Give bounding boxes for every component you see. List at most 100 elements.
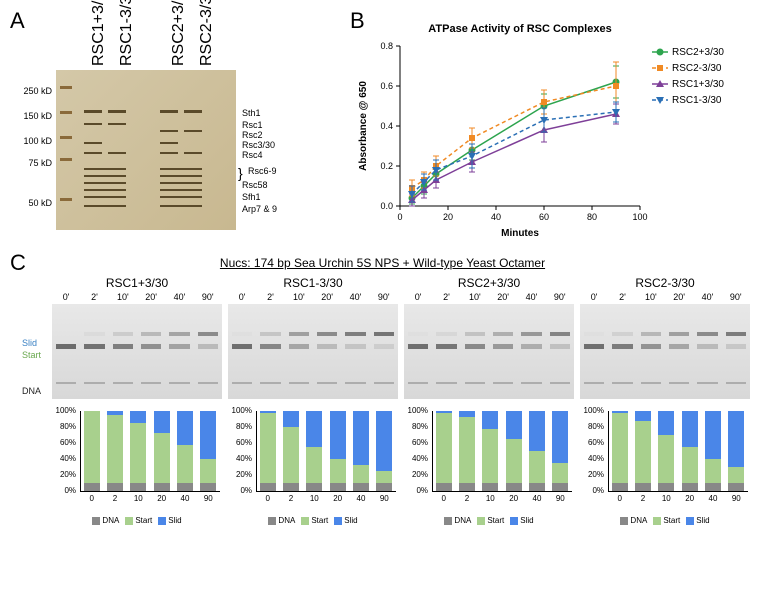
bar-segment-slid (283, 411, 299, 427)
bar-swatch-icon (686, 517, 694, 525)
gel-band (160, 168, 202, 170)
y-tick-label: 80% (52, 422, 76, 431)
bar-segment-start (306, 447, 322, 483)
gel-band-dna (317, 382, 337, 384)
gel-band-start (56, 344, 76, 349)
svg-text:80: 80 (587, 212, 597, 222)
bar-legend-label: DNA (454, 516, 471, 525)
svg-text:0.4: 0.4 (380, 121, 393, 131)
gel-band-start (408, 344, 428, 349)
x-tick-label: 20 (326, 494, 350, 503)
panel-c-title: Nucs: 174 bp Sea Urchin 5S NPS + Wild-ty… (90, 256, 675, 270)
bar-swatch-icon (268, 517, 276, 525)
timepoint-label: 10' (112, 292, 134, 302)
svg-text:100: 100 (632, 212, 647, 222)
panel-c-subpanel: RSC1+3/300'2'10'20'40'90'0%20%40%60%80%1… (52, 276, 222, 525)
gel-band-slid (232, 332, 252, 336)
y-tick-label: 100% (228, 406, 252, 415)
bar-segment-start (612, 413, 628, 483)
gel-band-slid (289, 332, 309, 336)
mw-100: 100 kD (10, 136, 52, 146)
bar-segment-start (84, 411, 100, 483)
gel-band (160, 182, 202, 184)
bar-segment-slid (107, 411, 123, 415)
lane-label-4: RSC2-3/30 (198, 0, 216, 66)
timepoint-label: 2' (611, 292, 633, 302)
bar-segment-start (200, 459, 216, 483)
bar-swatch-icon (301, 517, 309, 525)
x-tick-label: 40 (525, 494, 549, 503)
x-axis-line (432, 491, 572, 492)
gel-band-dna (408, 382, 428, 384)
bar-swatch-icon (125, 517, 133, 525)
gel-band-dna (198, 382, 218, 384)
ladder-band (60, 136, 72, 139)
bar-segment-slid (306, 411, 322, 447)
x-tick-label: 2 (631, 494, 655, 503)
gel-band-start (612, 344, 632, 349)
gel-band-slid (493, 332, 513, 336)
y-axis-line (608, 411, 609, 491)
svg-text:Absorbance @ 650: Absorbance @ 650 (358, 81, 369, 171)
svg-text:RSC2+3/30: RSC2+3/30 (672, 47, 724, 58)
gel-band (84, 152, 102, 154)
gel-band-dna (56, 382, 76, 384)
band-arp: Arp7 & 9 (242, 204, 277, 214)
subpanel-title: RSC1+3/30 (52, 276, 222, 290)
panel-b-chart: ATPase Activity of RSC Complexes02040608… (350, 18, 760, 238)
gel-band-start (493, 344, 513, 349)
stacked-barchart: 0%20%40%60%80%100%0210204090 (580, 411, 750, 516)
bar-segment-start (682, 447, 698, 483)
bar-segment-slid (482, 411, 498, 429)
panel-c-subpanels: RSC1+3/300'2'10'20'40'90'0%20%40%60%80%1… (52, 276, 752, 596)
bar-legend-item: Start (301, 516, 328, 525)
bar-segment-start (376, 471, 392, 483)
bar-swatch-icon (653, 517, 661, 525)
timepoint-row: 0'2'10'20'40'90' (580, 292, 750, 302)
gel-band (184, 152, 202, 154)
gel-band-dna (465, 382, 485, 384)
bar-segment-slid (200, 411, 216, 459)
gel-band (160, 175, 202, 177)
subpanel-title: RSC1-3/30 (228, 276, 398, 290)
y-tick-label: 80% (228, 422, 252, 431)
bar-segment-dna (635, 483, 651, 491)
gel-band (184, 110, 202, 113)
gel-band (84, 196, 126, 198)
svg-text:60: 60 (539, 212, 549, 222)
bar-segment-slid (658, 411, 674, 435)
y-tick-label: 20% (52, 470, 76, 479)
timepoint-label: 10' (640, 292, 662, 302)
bar-segment-dna (658, 483, 674, 491)
gel-image (228, 304, 398, 399)
gel-band-start (198, 344, 218, 349)
gel-band-start (436, 344, 456, 349)
bar-legend-item: Slid (510, 516, 533, 525)
bar-segment-start (283, 427, 299, 483)
bar-segment-dna (330, 483, 346, 491)
bar-segment-slid (376, 411, 392, 471)
gel-band-slid (113, 332, 133, 336)
gel-band-slid (550, 332, 570, 336)
panel-a-lane-labels: RSC1+3/30 RSC1-3/30 RSC2+3/30 RSC2-3/30 (98, 8, 318, 66)
bar-legend: DNAStartSlid (404, 516, 574, 525)
bar-legend-label: Slid (168, 516, 181, 525)
gel-band-start (169, 344, 189, 349)
gel-band-slid (317, 332, 337, 336)
x-tick-label: 0 (80, 494, 104, 503)
bar-legend-item: DNA (620, 516, 647, 525)
bar-segment-start (506, 439, 522, 483)
side-label-start: Start (22, 350, 41, 360)
bar-segment-dna (682, 483, 698, 491)
gel-band (160, 142, 178, 144)
gel-band-slid (697, 332, 717, 336)
gel-band-start (697, 344, 717, 349)
bar-segment-slid (682, 411, 698, 447)
gel-band-dna (612, 382, 632, 384)
gel-band-dna (374, 382, 394, 384)
bar-segment-start (330, 459, 346, 483)
x-tick-label: 40 (701, 494, 725, 503)
x-tick-label: 90 (724, 494, 748, 503)
timepoint-label: 0' (583, 292, 605, 302)
bar-segment-dna (529, 483, 545, 491)
